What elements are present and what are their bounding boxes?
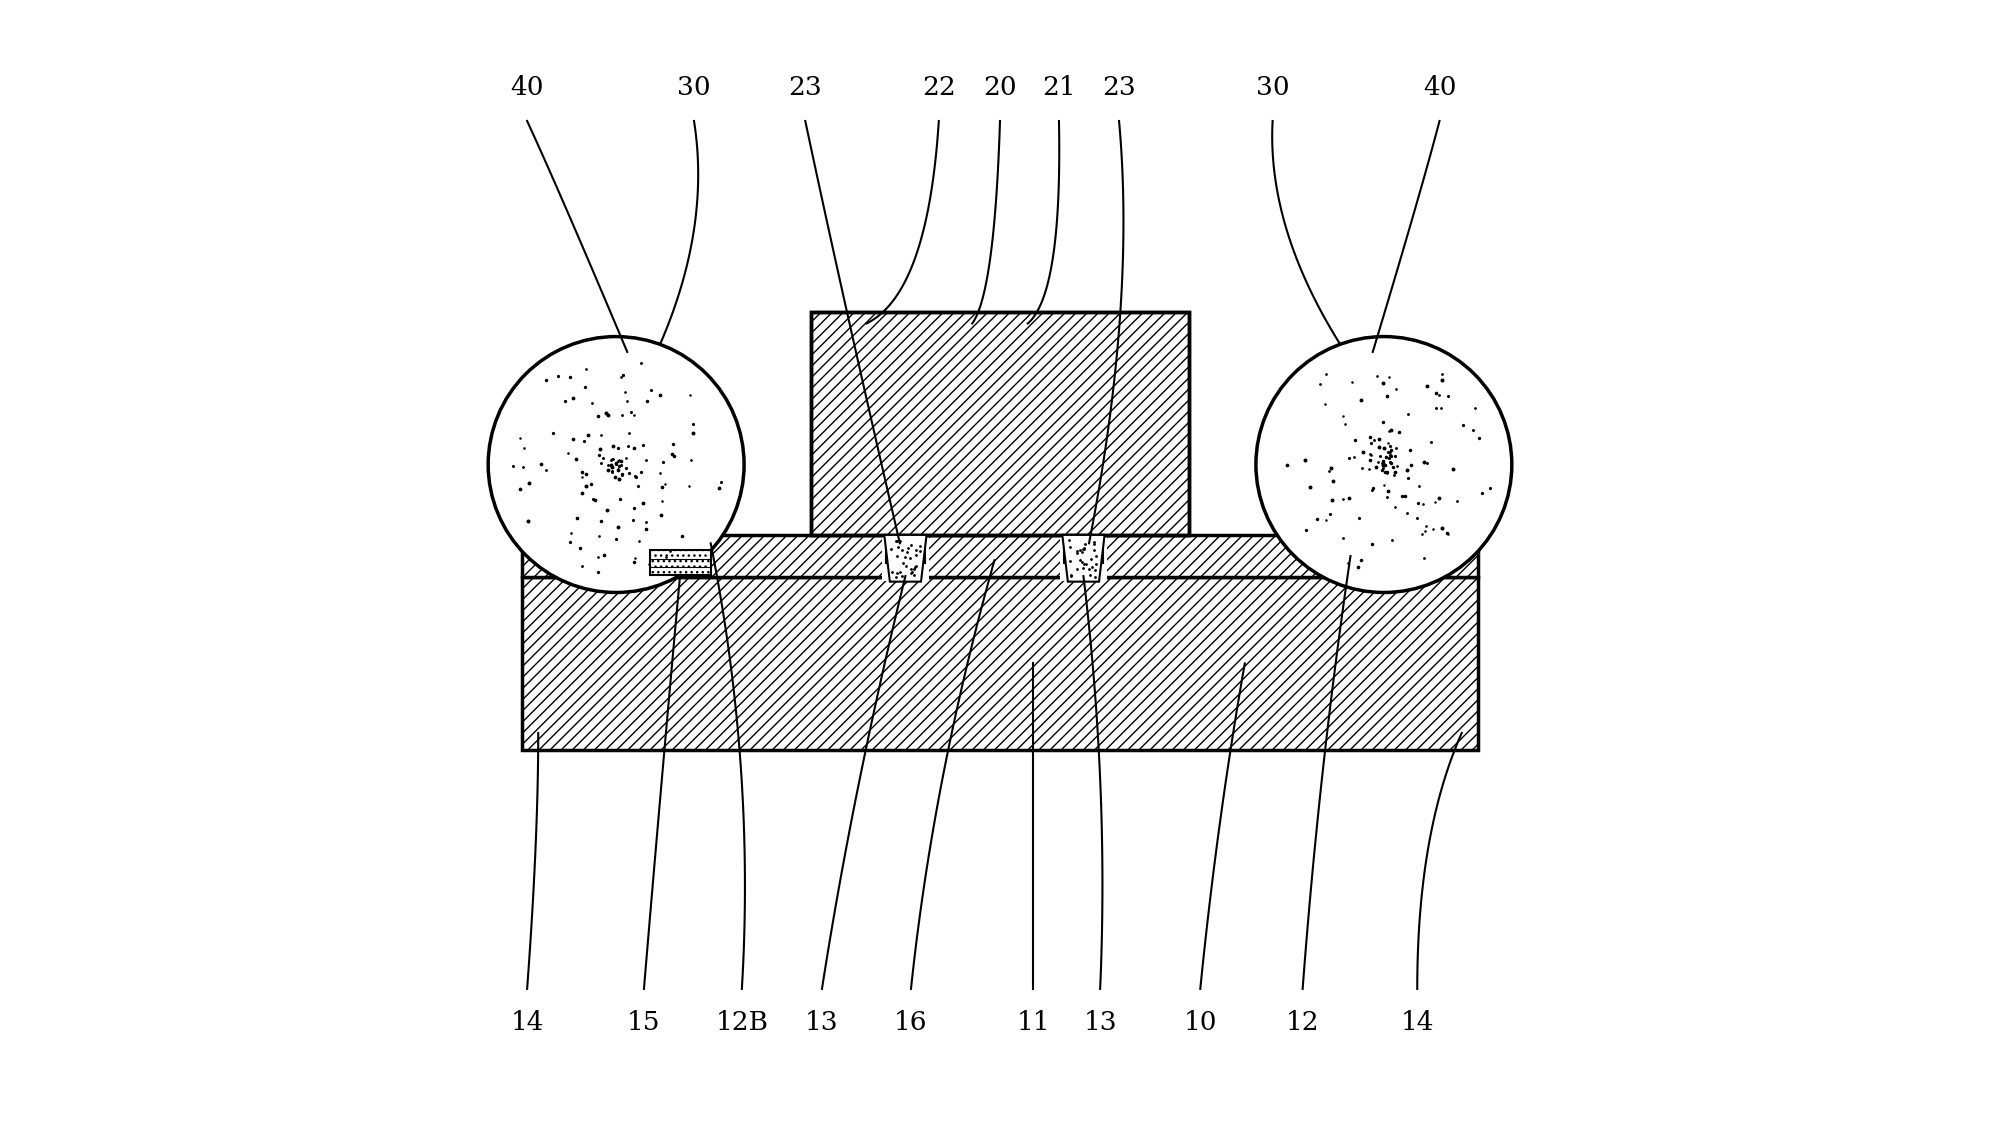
Bar — [882, 531, 928, 581]
Text: 14: 14 — [1400, 1010, 1434, 1035]
Circle shape — [1256, 336, 1512, 593]
Text: 12B: 12B — [716, 1010, 768, 1035]
Text: 30: 30 — [1256, 75, 1290, 100]
Text: 14: 14 — [510, 1010, 544, 1035]
Bar — [522, 577, 1478, 750]
Text: 12: 12 — [1286, 1010, 1320, 1035]
Text: 10: 10 — [1184, 1010, 1218, 1035]
Text: 30: 30 — [678, 75, 710, 100]
Text: 15: 15 — [628, 1010, 660, 1035]
Bar — [886, 535, 924, 563]
Text: 11: 11 — [1016, 1010, 1050, 1035]
Text: 22: 22 — [922, 75, 956, 100]
Text: 13: 13 — [806, 1010, 838, 1035]
Bar — [1060, 531, 1106, 581]
Text: 21: 21 — [1042, 75, 1076, 100]
Bar — [1064, 535, 1102, 563]
Text: 20: 20 — [984, 75, 1016, 100]
Text: 23: 23 — [1102, 75, 1136, 100]
Text: 40: 40 — [1422, 75, 1456, 100]
Polygon shape — [1062, 535, 1104, 582]
Polygon shape — [650, 550, 710, 575]
Bar — [522, 535, 1478, 577]
Text: 16: 16 — [894, 1010, 928, 1035]
Text: 40: 40 — [510, 75, 544, 100]
Text: 13: 13 — [1084, 1010, 1116, 1035]
Circle shape — [488, 336, 744, 593]
Bar — [810, 313, 1190, 535]
Polygon shape — [884, 535, 926, 582]
Text: 23: 23 — [788, 75, 822, 100]
Bar — [810, 313, 1190, 535]
